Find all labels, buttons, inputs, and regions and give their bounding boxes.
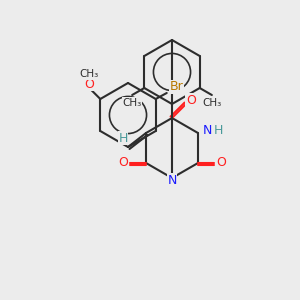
Text: O: O: [186, 94, 196, 106]
Text: N: N: [167, 173, 177, 187]
Text: CH₃: CH₃: [202, 98, 221, 108]
Text: H: H: [213, 124, 223, 137]
Text: H: H: [118, 131, 128, 145]
Text: Br: Br: [170, 80, 184, 94]
Text: N: N: [202, 124, 212, 137]
Text: O: O: [216, 157, 226, 169]
Text: CH₃: CH₃: [122, 98, 142, 108]
Text: O: O: [118, 157, 128, 169]
Text: CH₃: CH₃: [80, 69, 99, 79]
Text: O: O: [84, 77, 94, 91]
